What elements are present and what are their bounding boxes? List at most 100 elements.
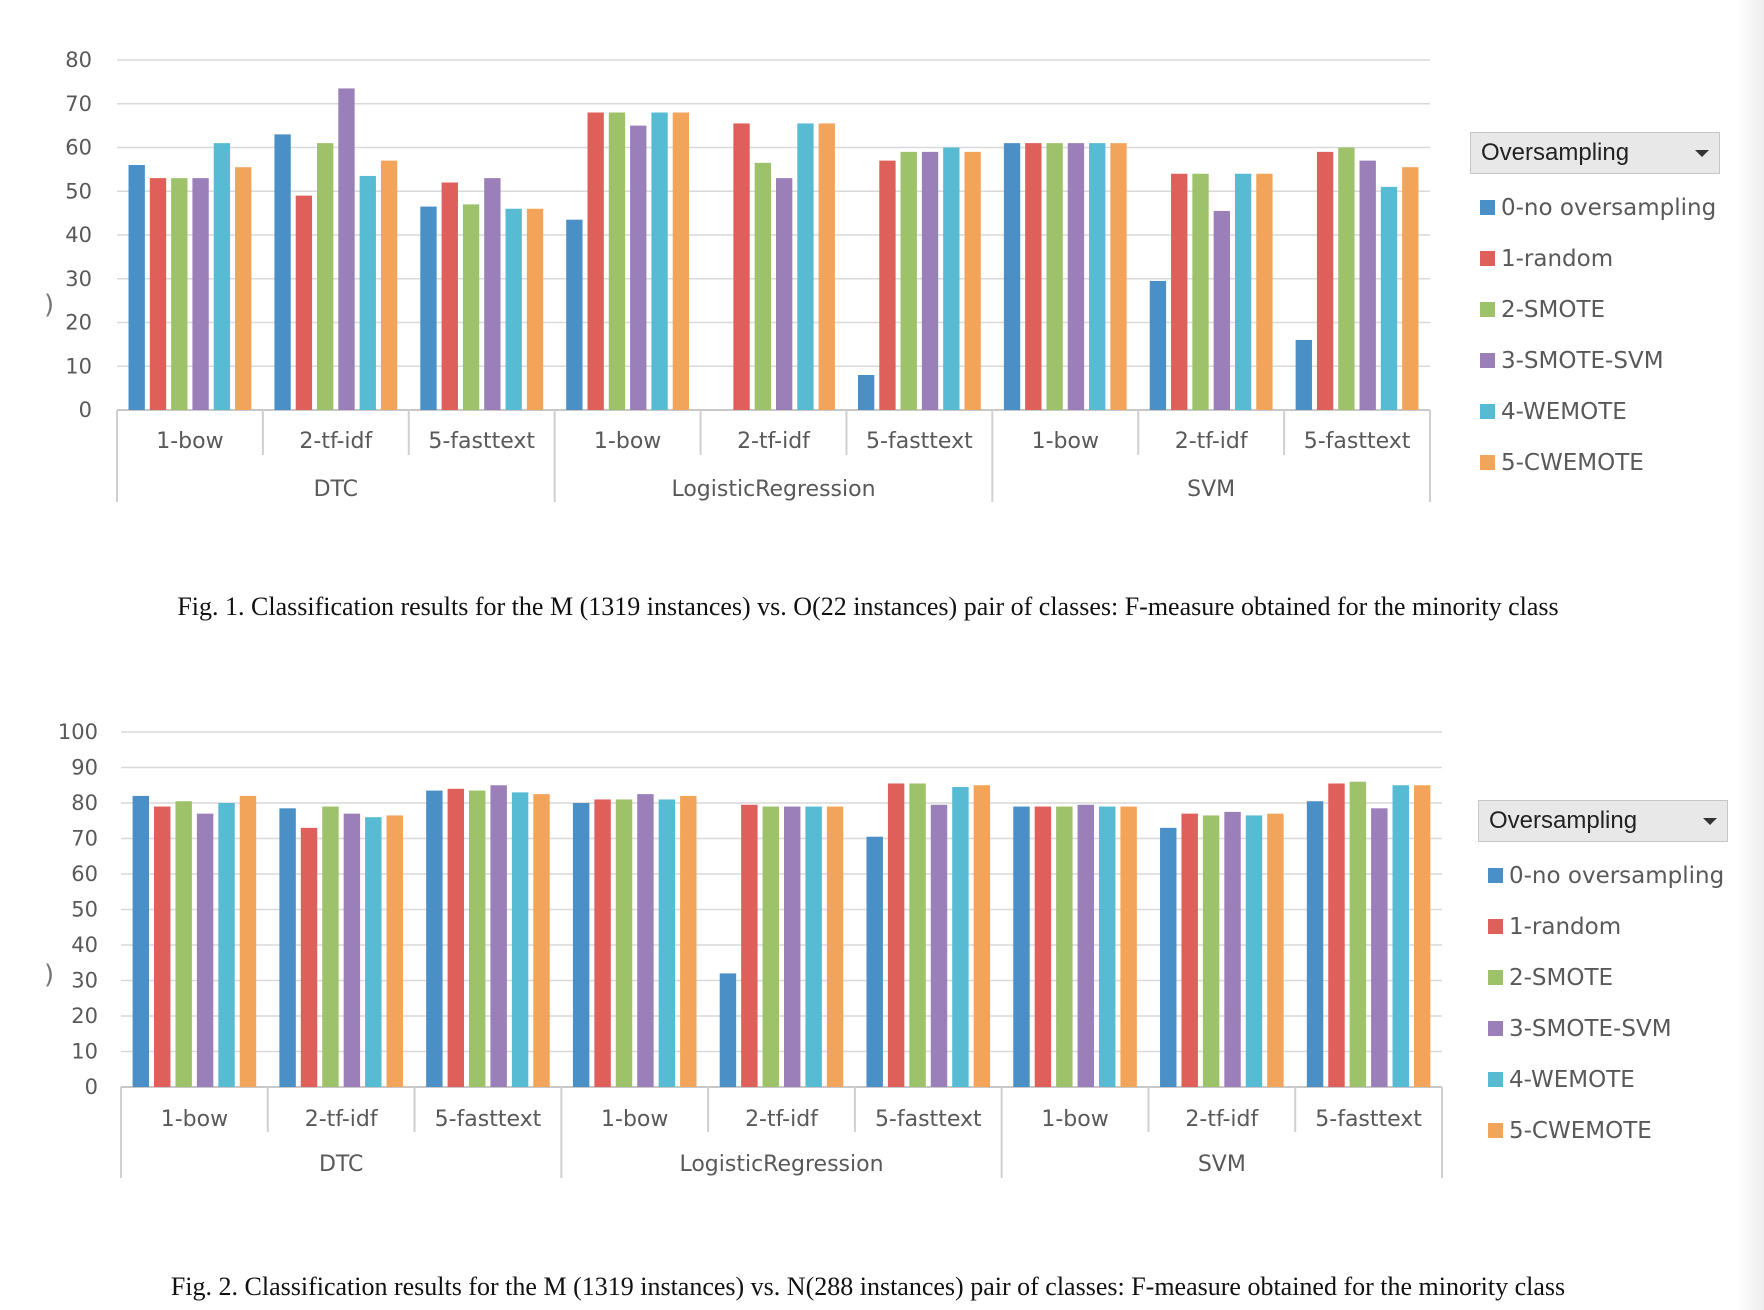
bar [1160, 827, 1177, 1087]
bar [149, 178, 167, 410]
legend-item: 4-WEMOTE [1470, 386, 1720, 437]
legend-item: 0-no oversampling [1478, 850, 1728, 901]
bar [879, 160, 896, 410]
bar [1338, 147, 1355, 410]
x-category-label: 1-bow [161, 1107, 228, 1132]
legend-swatch [1480, 353, 1495, 368]
bar [128, 165, 145, 410]
bar [365, 817, 382, 1087]
bar [1056, 806, 1073, 1087]
legend-label: 0-no oversampling [1509, 862, 1725, 889]
page-scrollbar[interactable] [1736, 0, 1764, 1310]
legend-swatch [1480, 404, 1495, 419]
legend-label: 1-random [1509, 913, 1622, 940]
bar [680, 795, 697, 1087]
legend-item: 5-CWEMOTE [1478, 1105, 1728, 1156]
legend-label: 1-random [1501, 245, 1614, 272]
bar [943, 147, 960, 410]
legend-2: Oversampling 0-no oversampling 1-random 2-… [1478, 800, 1728, 1156]
legend-item: 2-SMOTE [1470, 284, 1720, 335]
y-tick-label: 40 [71, 933, 98, 957]
oversampling-filter-button[interactable]: Oversampling [1470, 132, 1720, 174]
legend-label: 0-no oversampling [1501, 194, 1717, 221]
oversampling-filter-button[interactable]: Oversampling [1478, 800, 1728, 842]
y-tick-label: 90 [71, 756, 98, 780]
bar [175, 801, 192, 1087]
bar [511, 792, 529, 1087]
bar [1192, 173, 1209, 410]
bar [566, 219, 583, 410]
bar [1098, 806, 1116, 1087]
x-category-label: 1-bow [601, 1107, 668, 1132]
bar [154, 806, 171, 1087]
y-tick-label: 80 [71, 791, 98, 815]
bar [1328, 783, 1345, 1087]
x-category-label: 2-tf-idf [745, 1107, 819, 1132]
y-tick-label: 0 [85, 1075, 98, 1099]
legend-swatch [1480, 251, 1495, 266]
bar [1256, 173, 1273, 410]
bar [1149, 280, 1167, 410]
x-group-label: SVM [1187, 477, 1235, 502]
x-category-label: 2-tf-idf [1175, 429, 1249, 454]
dropdown-arrow-icon[interactable] [1695, 149, 1709, 157]
x-group-label: DTC [314, 477, 358, 502]
legend-swatch [1488, 1072, 1503, 1087]
bar [505, 208, 522, 410]
bar [887, 783, 905, 1087]
bar [218, 803, 235, 1087]
legend-item: 2-SMOTE [1478, 952, 1728, 1003]
x-category-label: 1-bow [594, 429, 661, 454]
bar [343, 813, 361, 1087]
legend-label: 5-CWEMOTE [1501, 449, 1644, 476]
bar [279, 808, 296, 1087]
legend-label: 4-WEMOTE [1509, 1066, 1635, 1093]
bar [1380, 186, 1398, 410]
bar [1234, 173, 1252, 410]
bar [1181, 813, 1198, 1087]
legend-item: 1-random [1470, 233, 1720, 284]
x-category-label: 5-fasttext [866, 429, 973, 454]
x-category-label: 5-fasttext [1315, 1107, 1422, 1132]
x-group-label: DTC [319, 1152, 363, 1177]
legend-label: 3-SMOTE-SVM [1509, 1015, 1672, 1042]
bar [322, 806, 339, 1087]
bar [317, 143, 334, 410]
bar [338, 88, 355, 410]
legend-label: 2-SMOTE [1509, 964, 1614, 991]
bar [733, 123, 750, 410]
x-category-label: 2-tf-idf [299, 429, 373, 454]
bar [274, 134, 291, 410]
bar [637, 794, 654, 1087]
bar [1202, 815, 1220, 1087]
bar [783, 806, 801, 1087]
bar [526, 208, 544, 410]
x-category-label: 2-tf-idf [1185, 1107, 1259, 1132]
figure-2: 0 10 20 30 40 50 60 70 80 90 100 1-bow 2-tf-idf 5-fas… [0, 700, 1736, 1301]
bar [1316, 151, 1334, 410]
chart-2: 0 10 20 30 40 50 60 70 80 90 100 1-bow 2-tf-idf 5-fas… [58, 720, 1443, 1178]
x-category-label: 2-tf-idf [737, 429, 811, 454]
y-tick-label: 70 [65, 92, 92, 116]
bar [469, 790, 486, 1087]
bar [818, 123, 835, 410]
y-tick-label: 60 [71, 862, 98, 886]
legend-swatch [1488, 1021, 1503, 1036]
legend-swatch [1488, 919, 1503, 934]
legend-item: 0-no oversampling [1470, 182, 1720, 233]
x-category-label: 5-fasttext [1304, 429, 1411, 454]
bar [909, 783, 926, 1087]
y-tick-label: 40 [65, 223, 92, 247]
legend-title: Oversampling [1481, 139, 1630, 166]
bar [380, 160, 398, 410]
legend-item: 3-SMOTE-SVM [1470, 335, 1720, 386]
y-tick-label: 20 [65, 311, 92, 335]
legend-swatch [1480, 200, 1495, 215]
bar [239, 795, 257, 1087]
dropdown-arrow-icon[interactable] [1703, 817, 1717, 825]
figure-1: 0 10 20 30 40 50 60 70 80 1-bow 2-tf-idf 5-fasttext… [0, 30, 1736, 621]
y-tick-label: 60 [65, 136, 92, 160]
bar [1025, 143, 1042, 410]
x-category-label: 5-fasttext [875, 1107, 982, 1132]
bar [132, 795, 150, 1087]
